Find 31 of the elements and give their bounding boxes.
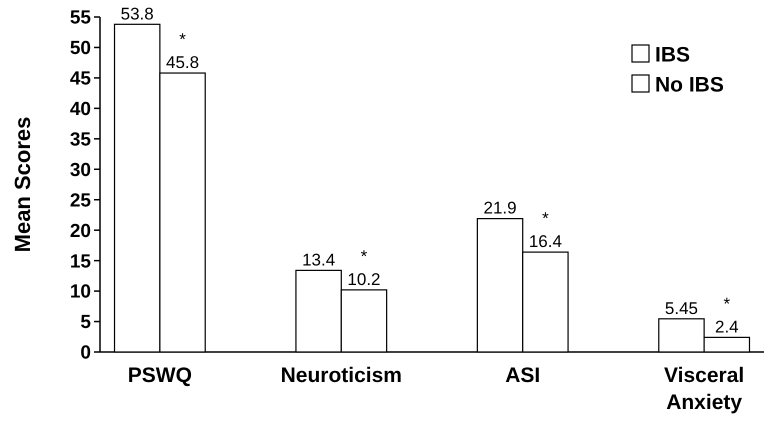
data-label: 16.4 bbox=[528, 232, 562, 252]
annotation: * bbox=[179, 30, 186, 50]
x-tick-label: Visceral Anxiety bbox=[664, 364, 744, 414]
y-tick-label: 50 bbox=[70, 38, 91, 60]
data-label: 2.4 bbox=[714, 317, 739, 336]
data-label: 53.8 bbox=[120, 4, 154, 24]
y-tick-label: 15 bbox=[70, 251, 92, 272]
y-tick-label: 10 bbox=[70, 282, 91, 303]
y-tick-label: 5 bbox=[80, 312, 92, 334]
data-label: 10.2 bbox=[347, 270, 381, 289]
annotation: * bbox=[723, 294, 730, 314]
annotation: * bbox=[542, 209, 550, 228]
y-tick-label: 55 bbox=[70, 8, 92, 29]
y-tick-label: 25 bbox=[70, 190, 92, 212]
x-tick-label: ASI bbox=[505, 364, 540, 387]
data-label: 45.8 bbox=[166, 53, 200, 72]
y-axis-title: Mean Scores bbox=[10, 116, 35, 252]
y-tick-label: 40 bbox=[70, 99, 91, 120]
data-label: 5.45 bbox=[664, 298, 698, 318]
annotation: * bbox=[360, 246, 368, 266]
data-label: 21.9 bbox=[483, 198, 517, 218]
x-tick-label: PSWQ bbox=[128, 364, 192, 387]
y-tick-label: 20 bbox=[70, 220, 91, 242]
data-label: 13.4 bbox=[302, 250, 336, 270]
y-tick-label: 30 bbox=[70, 160, 91, 181]
y-tick-label: 45 bbox=[70, 68, 92, 90]
x-tick-label: Neuroticism bbox=[280, 364, 402, 387]
y-tick-label: 35 bbox=[70, 129, 92, 150]
legend-label: No IBS bbox=[655, 73, 724, 96]
y-tick-label: 0 bbox=[80, 342, 91, 364]
legend-label: IBS bbox=[655, 43, 690, 66]
